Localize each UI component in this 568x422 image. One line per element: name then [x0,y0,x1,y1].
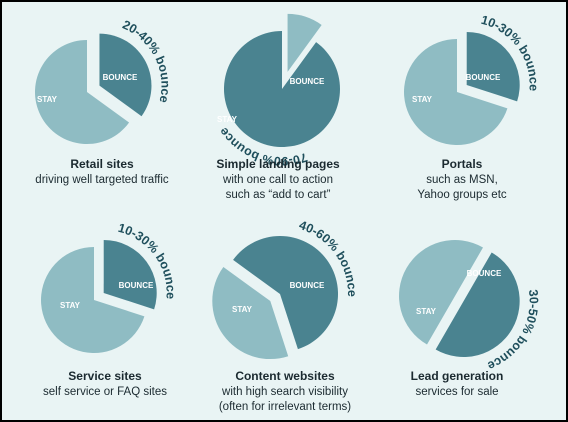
caption-line: such as MSN, [426,174,498,186]
stay-slice [212,266,289,360]
caption-line: services for sale [415,386,498,398]
caption-title: Content websites [235,369,335,383]
caption-title: Lead generation [411,369,504,383]
stay-slice [34,39,130,144]
caption-title: Service sites [68,369,142,383]
caption-title: Portals [442,157,483,171]
stay-label: STAY [60,301,81,310]
stay-label: STAY [217,115,238,124]
bounce-label: BOUNCE [290,77,325,86]
stay-label: STAY [412,95,433,104]
stay-slice [287,13,322,72]
stay-slice [399,240,483,345]
bounce-slice [435,252,520,358]
bounce-label: BOUNCE [103,73,138,82]
caption-line: Yahoo groups etc [417,189,507,201]
bounce-slice [233,235,339,350]
caption-line: with high search visibility [221,386,348,398]
caption-title: Simple landing pages [216,157,340,171]
caption-line: such as “add to cart” [226,189,331,201]
stay-slice [404,39,508,145]
bounce-slice [466,31,520,102]
stay-label: STAY [416,307,437,316]
stay-label: STAY [37,95,58,104]
caption-line: driving well targeted traffic [35,174,169,186]
bounce-label: BOUNCE [467,269,502,278]
stay-label: STAY [232,305,253,314]
bounce-label: BOUNCE [466,73,501,82]
stay-slice [41,247,145,353]
bounce-label: BOUNCE [290,281,325,290]
bounce-slice [99,33,152,117]
bounce-slice [103,239,157,310]
bounce-slice [223,30,340,147]
caption-line: with one call to action [222,174,333,186]
caption-title: Retail sites [70,157,134,171]
caption-line: self service or FAQ sites [43,386,167,398]
bounce-label: BOUNCE [119,281,154,290]
caption-line: (often for irrelevant terms) [219,401,351,413]
